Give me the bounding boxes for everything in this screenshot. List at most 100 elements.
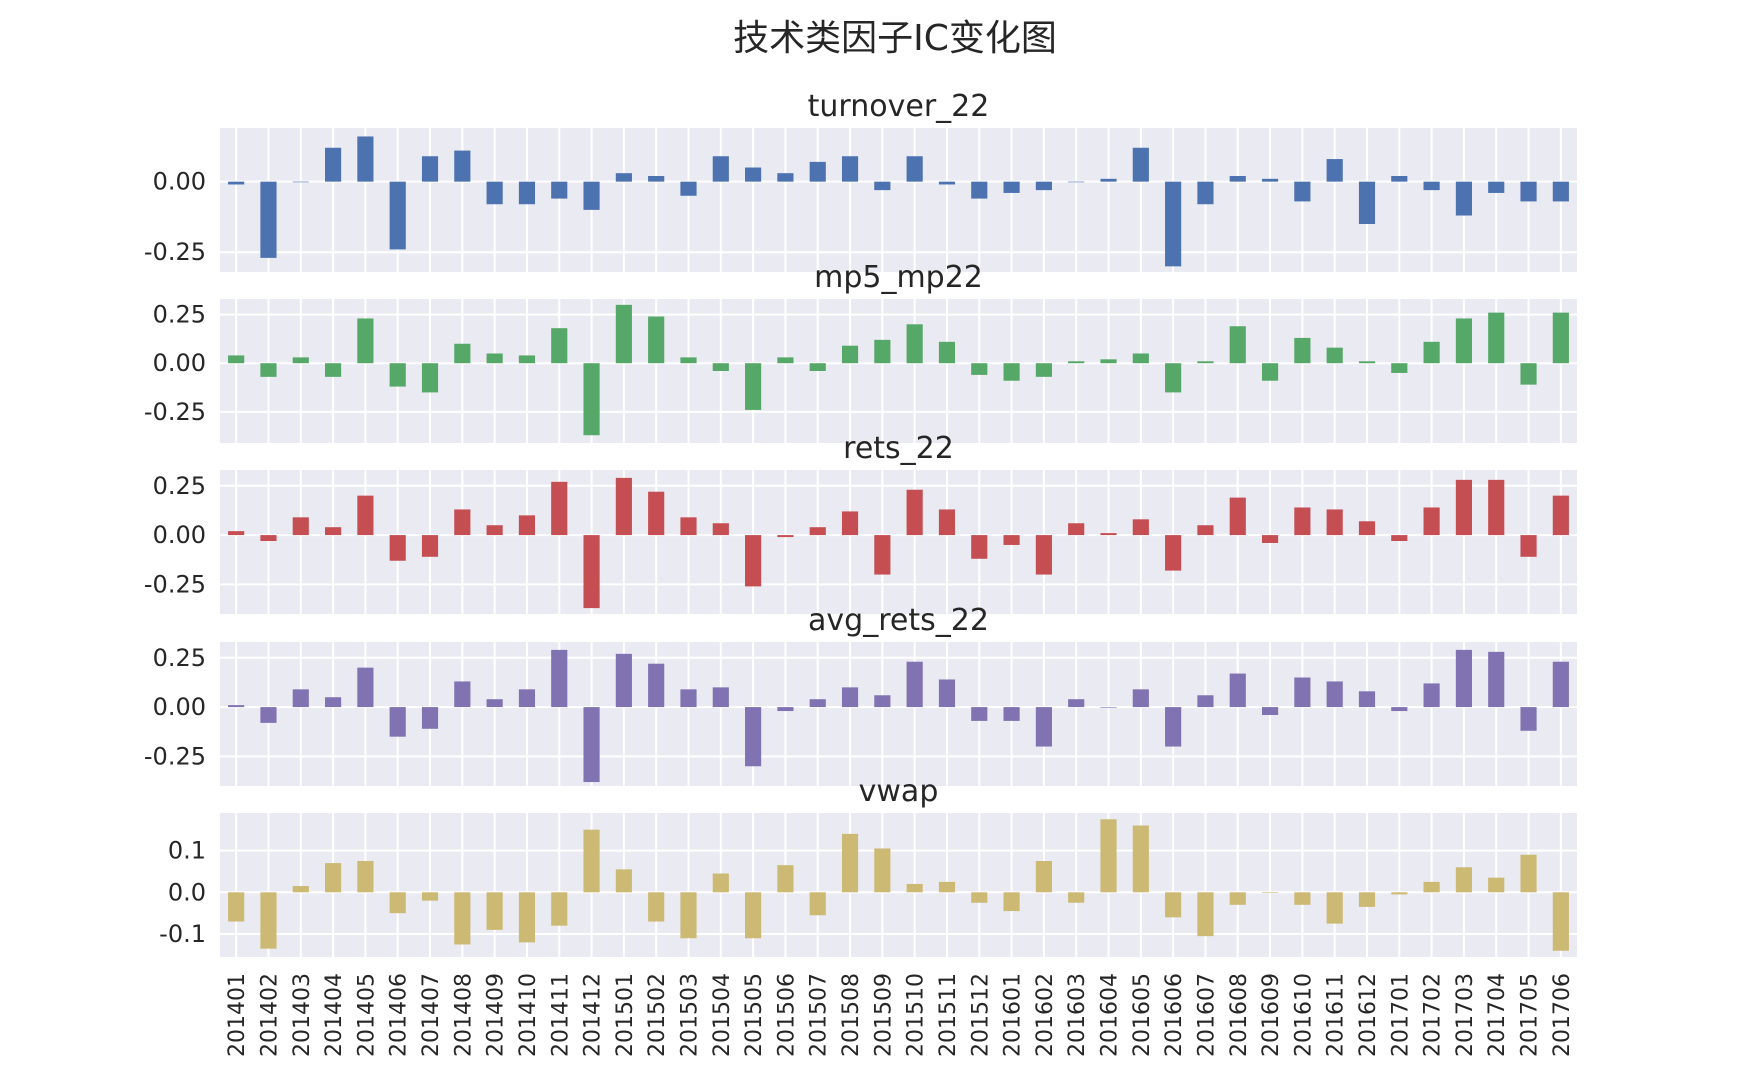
bar-mp5_mp22-201705 bbox=[1520, 363, 1537, 385]
subplot-turnover_22: 0.00 -0.25 turnover_22 bbox=[144, 89, 1577, 272]
bar-avg_rets_22-201610 bbox=[1294, 677, 1311, 708]
bar-avg_rets_22-201405 bbox=[357, 667, 374, 708]
y-tick-label: -0.1 bbox=[159, 920, 206, 948]
subplot-avg_rets_22: 0.25 0.00 -0.25 avg_rets_22 bbox=[144, 603, 1577, 786]
bar-rets_22-201504 bbox=[712, 523, 729, 536]
bar-avg_rets_22-201609 bbox=[1261, 707, 1279, 715]
bar-rets_22-201403 bbox=[292, 517, 309, 536]
bar-rets_22-201605 bbox=[1132, 519, 1149, 536]
bar-mp5_mp22-201511 bbox=[938, 341, 956, 364]
bar-mp5_mp22-201606 bbox=[1165, 363, 1182, 393]
bar-turnover_22-201611 bbox=[1326, 159, 1343, 182]
bar-avg_rets_22-201409 bbox=[486, 699, 503, 708]
x-tick-label: 201510 bbox=[904, 973, 929, 1057]
x-tick-label: 201410 bbox=[516, 973, 541, 1057]
bar-vwap-201604 bbox=[1100, 819, 1117, 893]
y-tick-label: 0.00 bbox=[153, 521, 206, 549]
bar-turnover_22-201508 bbox=[841, 156, 859, 182]
x-tick-label: 201509 bbox=[871, 973, 896, 1057]
x-tick-label: 201505 bbox=[742, 973, 767, 1057]
bar-vwap-201404 bbox=[325, 863, 342, 893]
x-tick-label: 201511 bbox=[936, 973, 961, 1057]
bar-mp5_mp22-201401 bbox=[228, 355, 245, 364]
bar-turnover_22-201402 bbox=[260, 181, 277, 258]
bar-vwap-201410 bbox=[518, 892, 536, 943]
bar-turnover_22-201506 bbox=[777, 173, 794, 182]
bar-turnover_22-201610 bbox=[1294, 181, 1311, 202]
bar-avg_rets_22-201410 bbox=[518, 689, 536, 708]
x-tick-label: 201507 bbox=[807, 973, 832, 1057]
plot-background bbox=[220, 642, 1577, 786]
plot-background bbox=[220, 470, 1577, 614]
bar-avg_rets_22-201611 bbox=[1326, 681, 1343, 708]
subplot-mp5_mp22: 0.25 0.00 -0.25 mp5_mp22 bbox=[144, 260, 1577, 443]
bar-rets_22-201702 bbox=[1423, 507, 1440, 536]
bar-avg_rets_22-201507 bbox=[809, 699, 826, 708]
bar-vwap-201503 bbox=[680, 892, 697, 939]
bar-vwap-201509 bbox=[874, 848, 891, 893]
bar-avg_rets_22-201411 bbox=[551, 649, 568, 708]
x-tick-label: 201703 bbox=[1453, 973, 1478, 1057]
bar-rets_22-201611 bbox=[1326, 509, 1343, 536]
bar-vwap-201401 bbox=[228, 892, 245, 922]
bar-mp5_mp22-201703 bbox=[1455, 318, 1472, 364]
x-tick-label: 201706 bbox=[1550, 973, 1575, 1057]
bar-turnover_22-201705 bbox=[1520, 181, 1537, 202]
bar-rets_22-201612 bbox=[1358, 521, 1376, 536]
x-tick-label: 201512 bbox=[968, 973, 993, 1057]
bar-rets_22-201703 bbox=[1455, 479, 1472, 536]
y-tick-label: -0.25 bbox=[144, 570, 206, 598]
bar-vwap-201502 bbox=[648, 892, 665, 922]
bar-avg_rets_22-201608 bbox=[1229, 673, 1246, 708]
bar-vwap-201510 bbox=[906, 883, 923, 893]
bar-avg_rets_22-201705 bbox=[1520, 707, 1537, 731]
bar-turnover_22-201502 bbox=[648, 176, 665, 182]
bar-turnover_22-201704 bbox=[1488, 181, 1505, 193]
x-tick-label: 201605 bbox=[1130, 973, 1155, 1057]
bar-vwap-201408 bbox=[454, 892, 471, 945]
bar-mp5_mp22-201510 bbox=[906, 324, 923, 364]
bar-mp5_mp22-201504 bbox=[712, 363, 729, 371]
bar-rets_22-201411 bbox=[551, 481, 568, 536]
bar-turnover_22-201503 bbox=[680, 181, 697, 196]
x-tick-label: 201612 bbox=[1356, 973, 1381, 1057]
x-tick-label: 201702 bbox=[1421, 973, 1446, 1057]
bar-avg_rets_22-201603 bbox=[1068, 699, 1085, 708]
bar-turnover_22-201607 bbox=[1197, 181, 1214, 205]
bar-avg_rets_22-201508 bbox=[841, 687, 859, 708]
bar-avg_rets_22-201503 bbox=[680, 689, 697, 708]
subplot-title: mp5_mp22 bbox=[814, 260, 983, 295]
bar-vwap-201512 bbox=[971, 892, 988, 903]
bar-rets_22-201407 bbox=[421, 535, 439, 557]
bar-rets_22-201608 bbox=[1229, 497, 1246, 536]
bar-rets_22-201510 bbox=[906, 489, 923, 536]
bar-mp5_mp22-201512 bbox=[971, 363, 988, 375]
bar-avg_rets_22-201602 bbox=[1035, 707, 1052, 747]
bar-avg_rets_22-201604 bbox=[1100, 707, 1117, 708]
x-tick-label: 201508 bbox=[839, 973, 864, 1057]
bar-turnover_22-201612 bbox=[1358, 181, 1376, 224]
x-tick-label: 201403 bbox=[290, 973, 315, 1057]
bar-avg_rets_22-201502 bbox=[648, 663, 665, 708]
bar-rets_22-201506 bbox=[777, 535, 794, 538]
bar-avg_rets_22-201702 bbox=[1423, 683, 1440, 708]
x-tick-label: 201606 bbox=[1162, 973, 1187, 1057]
bar-rets_22-201607 bbox=[1197, 525, 1214, 536]
bar-turnover_22-201509 bbox=[874, 181, 891, 191]
bar-vwap-201701 bbox=[1391, 892, 1408, 895]
bar-vwap-201403 bbox=[292, 886, 309, 893]
x-tick-label: 201407 bbox=[419, 973, 444, 1057]
bar-avg_rets_22-201401 bbox=[228, 705, 245, 708]
bar-avg_rets_22-201601 bbox=[1003, 707, 1020, 721]
y-tick-label: 0.1 bbox=[168, 837, 206, 865]
x-tick-label: 201503 bbox=[677, 973, 702, 1057]
bar-rets_22-201511 bbox=[938, 509, 956, 536]
bar-mp5_mp22-201601 bbox=[1003, 363, 1020, 381]
bar-turnover_22-201410 bbox=[518, 181, 536, 205]
bar-turnover_22-201606 bbox=[1165, 181, 1182, 267]
bar-vwap-201511 bbox=[938, 881, 956, 893]
bar-turnover_22-201505 bbox=[745, 167, 762, 182]
bar-mp5_mp22-201607 bbox=[1197, 361, 1214, 364]
y-tick-label: 0.00 bbox=[153, 693, 206, 721]
